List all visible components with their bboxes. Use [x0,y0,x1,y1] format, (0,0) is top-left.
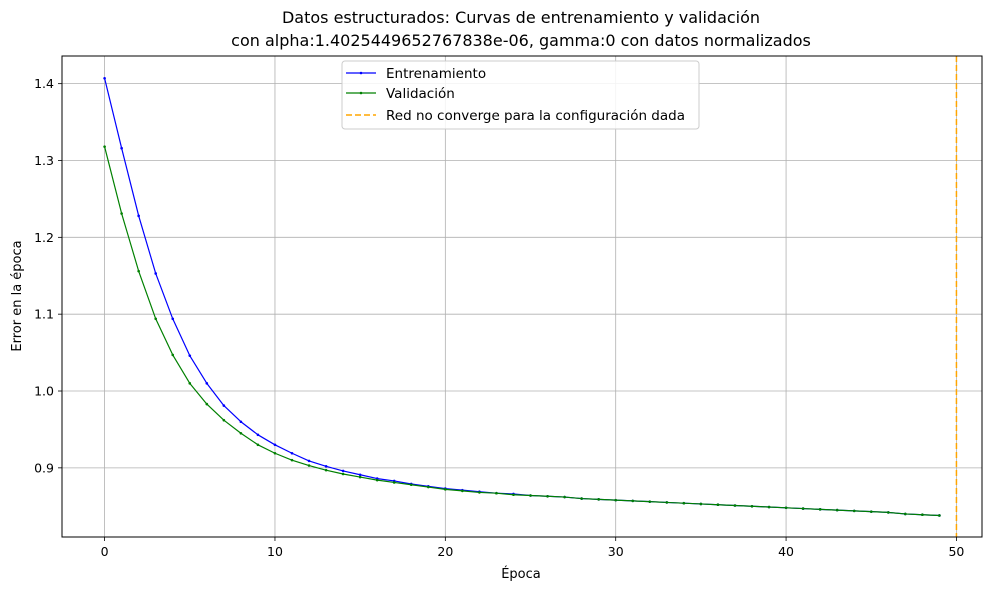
series-point-1 [375,478,379,482]
series-point-0 [103,76,106,80]
y-tick-label: 1.4 [34,76,54,91]
series-point-1 [716,503,720,507]
legend-marker-train [359,71,363,75]
series-point-0 [154,272,158,275]
series-line-1 [104,146,940,517]
grid [62,56,982,537]
series-point-1 [188,382,192,385]
series-point-1 [341,472,345,476]
series-point-1 [852,509,856,513]
series-point-1 [495,491,498,495]
x-tick-label: 40 [778,544,794,559]
series-point-1 [273,451,277,455]
series-point-1 [256,443,260,447]
series-point-1 [358,475,362,479]
x-tick-label: 10 [267,544,283,559]
legend-label-train: Entrenamiento [386,66,486,82]
series-point-1 [631,499,635,503]
series-point-1 [409,483,413,487]
series-point-0 [205,382,209,385]
series-point-1 [733,504,737,507]
series-point-0 [120,146,123,150]
series-point-0 [171,317,175,321]
series-point-0 [239,420,243,424]
series-point-1 [699,502,703,506]
y-tick-label: 1.2 [34,230,54,245]
series-point-1 [478,491,481,494]
y-tick-label: 0.9 [34,460,54,475]
legend-marker-validation [359,91,363,95]
series-point-0 [222,404,226,407]
series-point-1 [750,504,754,508]
series-point-1 [171,353,175,357]
series-point-0 [358,473,362,477]
series-point-1 [801,507,805,510]
series-point-1 [665,501,669,504]
series-point-0 [290,451,294,455]
legend-label-no-converge: Red no converge para la configuración da… [386,108,685,124]
series-point-1 [869,510,873,513]
series-point-1 [767,505,771,509]
series-point-1 [512,493,515,497]
series-point-1 [938,514,941,517]
series-point-1 [324,468,328,472]
y-axis-label: Error en la época [10,240,25,351]
series-point-1 [154,317,158,321]
series-point-1 [784,506,788,510]
series-point-0 [324,465,328,468]
series-point-1 [392,481,396,484]
series-point-1 [886,511,890,514]
series-point-1 [290,458,294,462]
series-point-1 [682,501,686,505]
x-tick-label: 0 [101,544,109,559]
series-point-1 [904,512,907,516]
series-point-1 [614,498,618,502]
plot-lines [103,56,958,537]
plot-frame [61,55,983,538]
series-point-1 [103,145,106,148]
chart-title: Datos estructurados: Curvas de entrenami… [282,8,760,27]
series-point-1 [205,402,209,406]
series-line-0 [104,78,940,517]
series-point-1 [222,418,226,422]
series-point-0 [307,459,311,463]
series-point-1 [529,494,532,497]
series-point-0 [341,469,345,473]
y-tick-label: 1.3 [34,153,54,168]
series-point-1 [597,498,600,501]
x-tick-label: 30 [608,544,624,559]
series-point-0 [273,443,277,447]
legend-box [341,60,700,130]
y-tick-label: 1.1 [34,307,54,322]
series-point-1 [307,464,311,467]
legend-label-validation: Validación [386,86,455,102]
series-point-1 [120,212,123,215]
series-point-1 [546,494,549,498]
x-tick-label: 20 [437,544,453,559]
y-tick-label: 1.0 [34,384,54,399]
x-tick-label: 50 [948,544,964,559]
series-point-1 [580,497,583,500]
series-point-1 [426,485,430,489]
axis-ticks: 0 10 20 30 40 50 0.9 1.0 1.1 1.2 1.3 1.4 [34,76,964,559]
series-point-1 [648,500,652,503]
series-point-1 [444,488,447,491]
series-point-1 [835,508,839,512]
x-axis-label: Época [501,566,541,582]
series-point-1 [818,508,822,511]
series-point-1 [563,495,566,499]
series-point-1 [239,431,243,435]
series-point-0 [256,433,260,437]
series-point-1 [461,489,464,493]
chart-subtitle: con alpha:1.4025449652767838e-06, gamma:… [231,31,811,50]
series-point-0 [137,214,140,218]
legend: Entrenamiento Validación Red no converge… [341,60,700,130]
series-point-1 [921,513,924,517]
series-point-1 [137,269,140,273]
series-point-0 [188,354,192,357]
